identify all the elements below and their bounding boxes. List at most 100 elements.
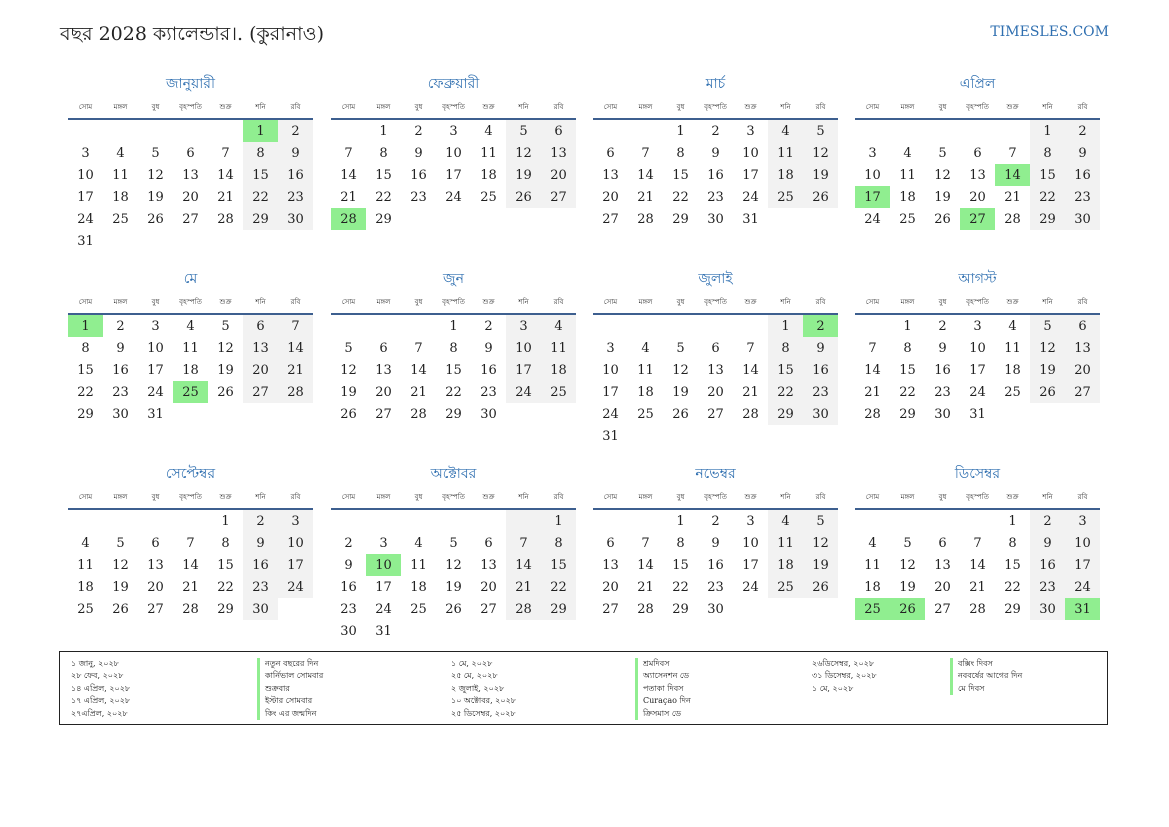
day-cell: 10	[602, 362, 619, 378]
day-cell: 3	[868, 145, 877, 161]
month-name: ডিসেম্বর	[954, 466, 1001, 482]
day-cell: 9	[116, 340, 125, 356]
legend-date: ২৮ ফেব, ২০২৮	[71, 671, 124, 681]
day-cell: 25	[1004, 384, 1021, 400]
empty-day-cell	[103, 120, 138, 142]
day-cell: 11	[768, 532, 803, 554]
weekday-label: শুক্র	[744, 493, 757, 501]
weekday-label: শুক্র	[1006, 493, 1019, 501]
day-cell: 26	[112, 601, 129, 617]
day-cell: 18	[637, 384, 654, 400]
weekday-label: মঙ্গল	[113, 103, 128, 111]
legend-date: ৩১ ডিসেম্বর, ২০২৮	[812, 671, 877, 681]
day-cell: 29	[899, 406, 916, 422]
day-cell: 5	[1030, 315, 1065, 337]
day-cell: 4	[768, 120, 803, 142]
day-cell: 20	[480, 579, 497, 595]
weekday-label: বৃহস্পতি	[966, 298, 989, 306]
day-cell: 2	[484, 318, 493, 334]
empty-day-cell	[855, 120, 890, 142]
day-cell: 3	[278, 510, 313, 532]
holiday-day-cell: 25	[173, 381, 208, 403]
day-cell: 30	[707, 601, 724, 617]
day-cell: 10	[506, 337, 541, 359]
day-cell: 25	[899, 211, 916, 227]
day-cell: 4	[81, 535, 90, 551]
day-cell: 30	[1065, 208, 1100, 230]
empty-day-cell	[593, 120, 628, 142]
day-cell: 5	[676, 340, 685, 356]
day-cell: 17	[506, 359, 541, 381]
day-cell: 4	[186, 318, 195, 334]
day-cell: 6	[606, 145, 615, 161]
weekday-header: সোম মঙ্গল বুধ বৃহস্পতি শুক্র শনি রবি	[855, 486, 1100, 510]
day-cell: 31	[77, 233, 94, 249]
day-cell: 5	[506, 120, 541, 142]
empty-day-cell	[628, 315, 663, 337]
day-cell: 13	[480, 557, 497, 573]
day-cell: 9	[803, 337, 838, 359]
day-cell: 28	[637, 211, 654, 227]
weekday-label: বৃহস্পতি	[704, 103, 727, 111]
day-cell: 20	[182, 189, 199, 205]
site-link[interactable]: TIMESLES.COM	[990, 24, 1109, 40]
empty-day-cell	[331, 120, 366, 142]
empty-day-cell	[506, 510, 541, 532]
weekday-label: রবি	[290, 103, 301, 111]
weekday-label: বুধ	[151, 493, 160, 501]
day-cell: 22	[672, 579, 689, 595]
day-cell: 7	[414, 340, 423, 356]
day-cell: 23	[803, 381, 838, 403]
day-cell: 17	[278, 554, 313, 576]
weekday-header: সোম মঙ্গল বুধ বৃহস্পতি শুক্র শনি রবি	[593, 291, 838, 315]
day-cell: 14	[969, 557, 986, 573]
weekday-label: সোম	[865, 103, 880, 111]
day-cell: 13	[602, 167, 619, 183]
day-grid: 1 2 3 4 5 6 7 8 9 10 11 12 13 14 15 16 17 18 19 20 21 22 23 24 2…	[855, 510, 1100, 620]
day-cell: 1	[676, 123, 685, 139]
day-cell: 7	[506, 532, 541, 554]
day-cell: 20	[1065, 359, 1100, 381]
day-cell: 12	[672, 362, 689, 378]
day-cell: 26	[147, 211, 164, 227]
weekday-label: শুক্র	[482, 103, 495, 111]
legend-holiday: নববর্ষের আগের দিন	[950, 670, 1022, 683]
day-cell: 21	[1004, 189, 1021, 205]
day-cell: 18	[480, 167, 497, 183]
weekday-label: শুক্র	[219, 298, 232, 306]
day-cell: 1	[449, 318, 458, 334]
day-cell: 6	[711, 340, 720, 356]
month-name: এপ্রিল	[959, 76, 996, 92]
day-cell: 18	[899, 189, 916, 205]
day-cell: 22	[217, 579, 234, 595]
day-cell: 1	[1030, 120, 1065, 142]
month-name: জুন	[443, 271, 464, 287]
day-cell: 18	[112, 189, 129, 205]
day-cell: 8	[541, 532, 576, 554]
empty-day-cell	[663, 315, 698, 337]
day-cell: 11	[410, 557, 427, 573]
day-cell: 9	[1030, 532, 1065, 554]
day-cell: 25	[637, 406, 654, 422]
month-block: জানুয়ারী সোম মঙ্গল বুধ বৃহস্পতি শুক্র শনি রবি 1…	[68, 72, 313, 252]
day-cell: 17	[602, 384, 619, 400]
day-cell: 6	[186, 145, 195, 161]
weekday-label: বৃহস্পতি	[704, 298, 727, 306]
weekday-label: বুধ	[414, 298, 423, 306]
day-cell: 16	[410, 167, 427, 183]
day-cell: 10	[278, 532, 313, 554]
weekday-label: শুক্র	[482, 298, 495, 306]
day-cell: 21	[506, 576, 541, 598]
day-cell: 7	[641, 145, 650, 161]
day-cell: 21	[742, 384, 759, 400]
weekday-header: সোম মঙ্গল বুধ বৃহস্পতি শুক্র শনি রবি	[331, 486, 576, 510]
weekday-label: বৃহস্পতি	[966, 493, 989, 501]
day-cell: 13	[707, 362, 724, 378]
day-cell: 11	[541, 337, 576, 359]
weekday-label: রবি	[815, 493, 826, 501]
day-cell: 4	[641, 340, 650, 356]
day-cell: 24	[742, 579, 759, 595]
day-cell: 14	[864, 362, 881, 378]
legend-date: ২৬ডিসেম্বর, ২০২৮	[812, 659, 875, 668]
day-grid: 1 2 3 4 5 6 7 8 9 10 11 12 13 14 15 16 17 18 19 20 21 22 23 24 2…	[855, 120, 1100, 230]
